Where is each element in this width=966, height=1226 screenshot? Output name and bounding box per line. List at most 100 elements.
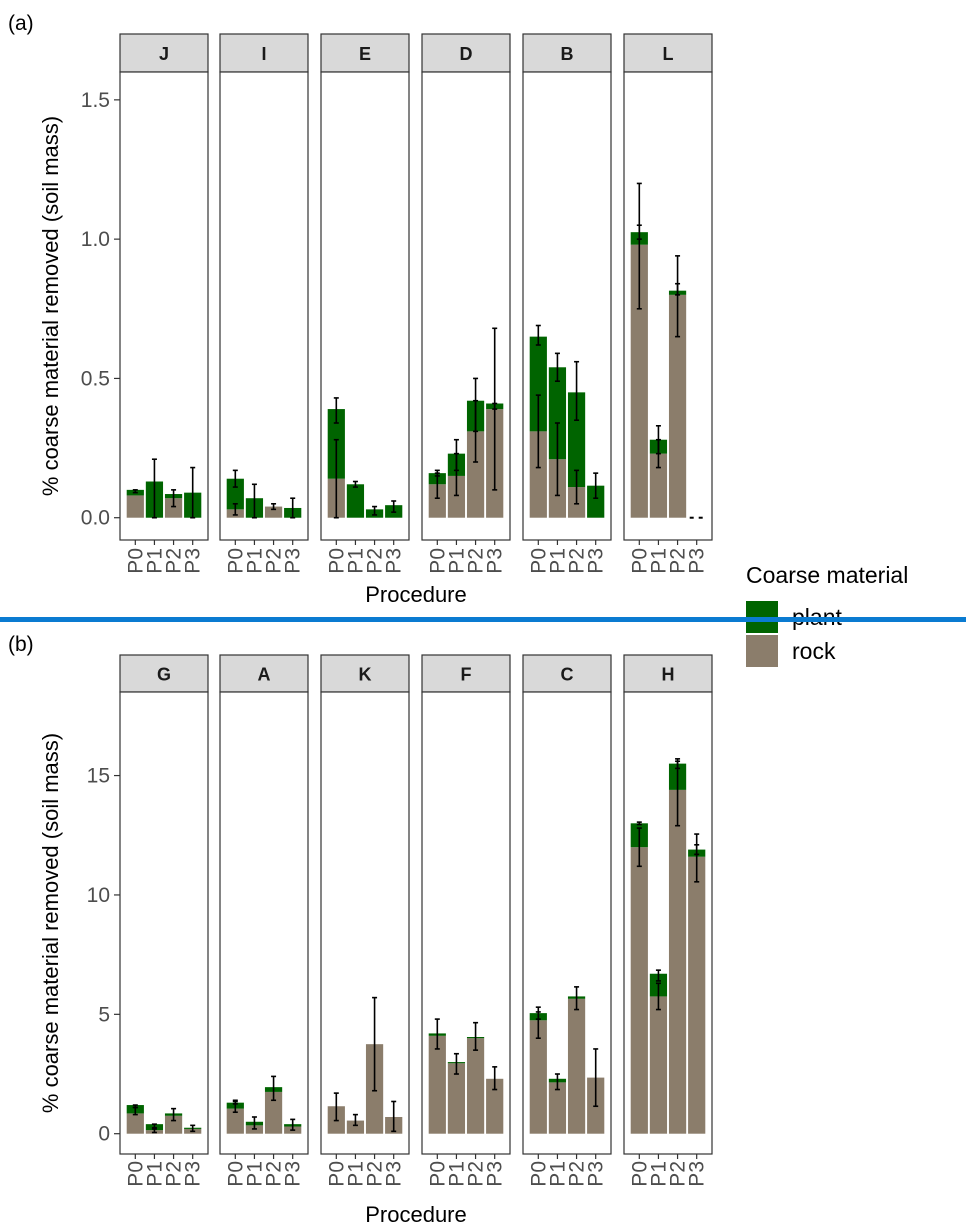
x-tick-label: P3 — [282, 1161, 305, 1187]
x-tick-label: P2 — [263, 1161, 286, 1187]
facet-strip-label: K — [359, 665, 372, 685]
x-tick-label: P2 — [566, 1161, 589, 1187]
legend: Coarse materialplantrock — [746, 562, 908, 667]
bar-plant-P2 — [567, 392, 586, 488]
x-tick-label: P3 — [383, 1161, 406, 1187]
facet-border — [119, 71, 209, 541]
facet-border — [320, 691, 410, 1155]
bar-rock-P1 — [548, 1082, 567, 1134]
bar-rock-P0 — [630, 847, 648, 1134]
x-tick-label: P0 — [527, 548, 550, 574]
x-axis-title: Procedure — [365, 1202, 467, 1226]
x-tick-label: P2 — [566, 548, 589, 574]
x-tick-label: P3 — [383, 548, 406, 574]
legend-title: Coarse material — [746, 562, 908, 588]
bar-rock-P2 — [466, 431, 485, 518]
facet-border — [219, 71, 309, 541]
y-tick-label: 15 — [87, 765, 110, 788]
facet-border — [320, 71, 410, 541]
bar-rock-P2 — [264, 1091, 283, 1134]
x-tick-label: P3 — [686, 1161, 709, 1187]
y-tick-label: 5 — [98, 1003, 110, 1026]
facet-border — [623, 691, 713, 1155]
facet-strip-label: A — [258, 665, 271, 685]
x-tick-label: P3 — [484, 1161, 507, 1187]
x-tick-label: P3 — [585, 548, 608, 574]
y-tick-label: 0 — [98, 1123, 110, 1146]
legend-label-rock: rock — [792, 638, 836, 664]
legend-swatch-rock — [746, 635, 778, 667]
facet-border — [421, 71, 511, 541]
x-tick-label: P1 — [243, 548, 266, 574]
facet-strip-label: J — [159, 44, 169, 64]
x-tick-label: P0 — [124, 1161, 147, 1187]
facet-strip — [623, 33, 713, 73]
x-tick-label: P1 — [344, 548, 367, 574]
x-tick-label: P3 — [686, 548, 709, 574]
x-tick-label: P3 — [282, 548, 305, 574]
facet-strip-label: E — [359, 44, 371, 64]
bar-rock-P1 — [649, 453, 668, 518]
x-tick-label: P1 — [546, 1161, 569, 1187]
facet-border — [522, 691, 612, 1155]
bar-rock-P0 — [529, 1020, 547, 1134]
bar-rock-P2 — [164, 1115, 183, 1134]
facet-strip — [320, 33, 410, 73]
x-tick-label: P0 — [224, 548, 247, 574]
x-axis-title: Procedure — [365, 582, 467, 607]
x-tick-label: P1 — [445, 548, 468, 574]
x-tick-label: P0 — [124, 548, 147, 574]
x-tick-label: P3 — [182, 1161, 205, 1187]
bar-rock-P2 — [264, 506, 283, 518]
facet-border — [219, 691, 309, 1155]
facet-strip-label: F — [461, 665, 472, 685]
bar-rock-P0 — [630, 244, 648, 518]
x-tick-label: P0 — [325, 1161, 348, 1187]
x-tick-label: P1 — [143, 548, 166, 574]
x-tick-label: P2 — [465, 1161, 488, 1187]
bar-rock-P3 — [688, 856, 706, 1134]
facet-strip-label: I — [261, 44, 266, 64]
bar-rock-P0 — [428, 1035, 446, 1134]
x-tick-label: P2 — [364, 1161, 387, 1187]
x-tick-label: P2 — [364, 548, 387, 574]
x-tick-label: P1 — [647, 1161, 670, 1187]
bar-rock-P0 — [529, 431, 547, 518]
bar-plant-P3 — [587, 485, 605, 518]
x-tick-label: P2 — [667, 548, 690, 574]
x-tick-label: P0 — [224, 1161, 247, 1187]
x-tick-label: P1 — [243, 1161, 266, 1187]
panel-label: (b) — [8, 633, 34, 656]
facet-strip — [320, 654, 410, 693]
facet-strip — [522, 33, 612, 73]
facet-strip-label: H — [662, 665, 675, 685]
facet-strip-label: B — [561, 44, 574, 64]
bar-rock-P3 — [486, 1078, 504, 1134]
x-tick-label: P2 — [263, 548, 286, 574]
facet-strip — [623, 654, 713, 693]
bar-rock-P0 — [226, 1108, 244, 1134]
y-tick-label: 1.5 — [81, 89, 110, 112]
x-tick-label: P0 — [527, 1161, 550, 1187]
x-tick-label: P1 — [445, 1161, 468, 1187]
bar-rock-P2 — [466, 1038, 485, 1134]
bar-plant-P1 — [548, 367, 567, 460]
x-tick-label: P2 — [163, 1161, 186, 1187]
bar-rock-P1 — [447, 1063, 466, 1134]
bar-rock-P0 — [126, 495, 144, 518]
facet-plot-area — [120, 72, 208, 540]
facet-plot-area — [120, 692, 208, 1154]
y-tick-label: 1.0 — [81, 228, 110, 251]
x-tick-label: P2 — [465, 548, 488, 574]
chart-panel-1: (b) 0 5 10 15 % coarse material removed (soil… — [8, 633, 713, 1226]
facet-strip — [219, 33, 309, 73]
bar-rock-P0 — [428, 484, 446, 518]
bar-rock-P0 — [126, 1113, 144, 1134]
